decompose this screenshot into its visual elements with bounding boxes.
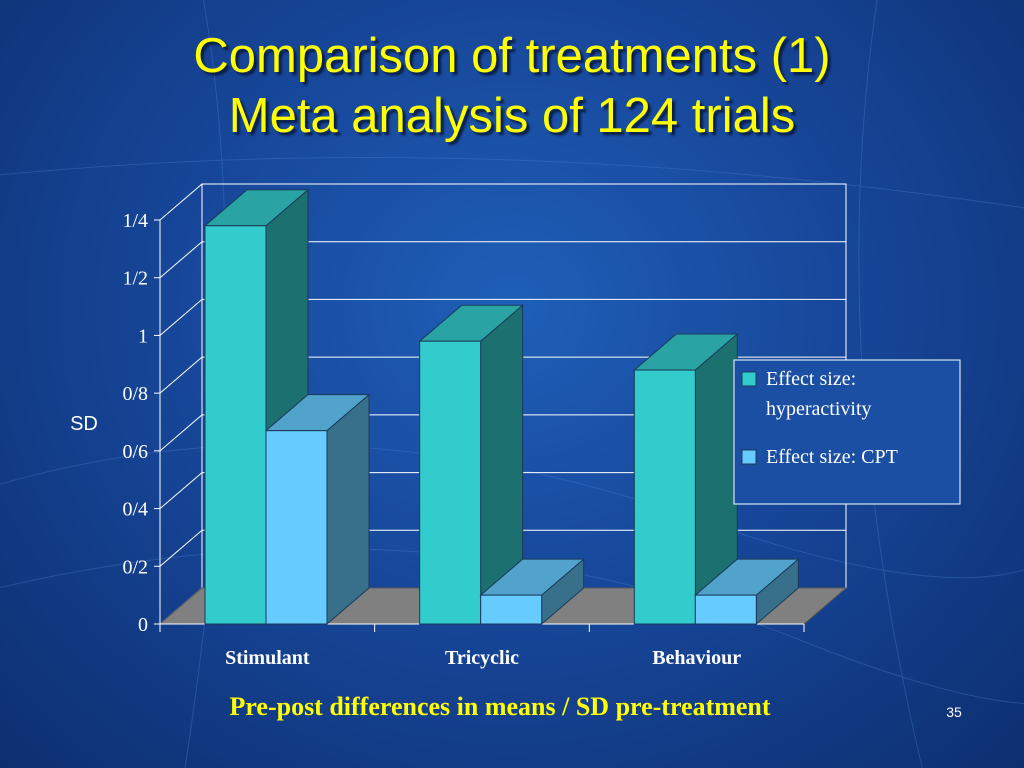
gridline-side xyxy=(159,183,203,221)
bar-front xyxy=(480,594,543,625)
gridline-side xyxy=(159,529,203,567)
y-tick-label: 1/2 xyxy=(122,268,148,290)
page-number: 35 xyxy=(946,704,962,720)
y-tick-label: 0/2 xyxy=(122,556,148,578)
x-tick-labels: Stimulant Tricyclic Behaviour xyxy=(225,647,741,669)
bar-front xyxy=(265,430,328,625)
y-tick-labels: 0 0/2 0/4 0/6 0/8 1 1/2 1/4 xyxy=(122,210,148,636)
y-tick-label: 0 xyxy=(138,614,148,636)
legend-swatch-1 xyxy=(741,371,757,387)
bar-tricyclic-series-2 xyxy=(479,558,586,626)
y-tick-label: 1 xyxy=(138,325,148,347)
chart-legend: Effect size: hyperactivity Effect size: CP… xyxy=(733,359,961,505)
chart-bars xyxy=(203,188,800,626)
y-tick-label: 0/4 xyxy=(122,499,148,521)
legend-swatch-2 xyxy=(741,449,757,465)
x-tick-label: Behaviour xyxy=(652,647,741,669)
bar-front xyxy=(694,594,757,625)
bar-front xyxy=(204,225,267,625)
bar-front xyxy=(419,340,482,625)
gridline-side xyxy=(159,241,203,279)
gridline-side xyxy=(159,356,203,394)
gridline-side xyxy=(159,472,203,509)
y-axis-label: SD xyxy=(70,413,98,435)
gridline-side xyxy=(159,414,203,452)
y-tick-label: 0/8 xyxy=(122,383,148,405)
title-line-1: Comparison of treatments (1) xyxy=(193,29,831,83)
legend-label-1: Effect size: xyxy=(766,368,856,390)
bar-tricyclic-series-1 xyxy=(418,304,525,626)
bar-front xyxy=(633,369,696,625)
chart-caption: Pre-post differences in means / SD pre-t… xyxy=(229,692,771,721)
legend-box xyxy=(733,359,961,505)
y-tick-label: 1/4 xyxy=(122,210,148,232)
bar-behaviour-series-2 xyxy=(693,558,800,626)
x-tick-label: Tricyclic xyxy=(445,647,519,669)
slide-title: Comparison of treatments (1) Meta analys… xyxy=(0,26,1024,146)
legend-label-2: Effect size: CPT xyxy=(766,446,898,468)
legend-label-1: hyperactivity xyxy=(766,398,872,420)
title-line-2: Meta analysis of 124 trials xyxy=(228,89,796,143)
bar-stimulant-series-2 xyxy=(264,393,371,626)
gridline-side xyxy=(159,299,203,336)
y-tick-label: 0/6 xyxy=(122,441,148,463)
x-tick-label: Stimulant xyxy=(225,647,310,669)
bar-side xyxy=(326,393,370,626)
